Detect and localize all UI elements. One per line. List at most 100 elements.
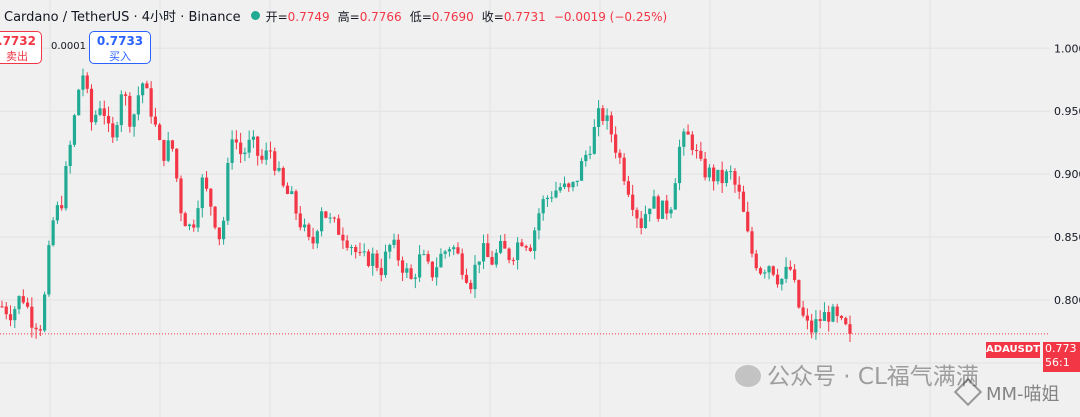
candle-body	[537, 213, 541, 231]
candle-body	[835, 306, 839, 316]
candle-body	[673, 183, 677, 210]
watermark: 公众号 · CL福气满满	[735, 357, 979, 391]
candle-body	[426, 254, 430, 262]
candle-body	[831, 306, 835, 322]
candle-body	[332, 217, 336, 219]
candle-body	[196, 208, 200, 228]
candle-body	[601, 108, 605, 121]
candle-body	[596, 108, 601, 127]
candle-body	[132, 114, 136, 127]
spread-value: 0.0001	[51, 41, 86, 52]
chart-header: Cardano / TetherUS · 4小时 · Binance 开= 0.77…	[4, 6, 667, 25]
candle-body	[516, 242, 520, 261]
candle-body	[443, 251, 447, 254]
wechat-icon	[735, 365, 761, 387]
candle-body	[166, 140, 170, 161]
candle-body	[737, 184, 741, 192]
candle-body	[550, 197, 554, 199]
candle-body	[430, 261, 434, 278]
candle-body	[298, 213, 302, 228]
candle-body	[345, 240, 349, 248]
candle-body	[784, 266, 788, 279]
candle-body	[724, 171, 729, 184]
sell-button[interactable]: .7732 卖出	[0, 31, 42, 64]
candle-body	[452, 247, 456, 250]
candle-body	[106, 115, 111, 124]
candle-body	[55, 205, 59, 221]
close-label: 收=	[481, 10, 504, 24]
candle-body	[464, 274, 469, 283]
candle-body	[750, 231, 754, 254]
candle-body	[614, 134, 618, 153]
candle-body	[400, 260, 405, 273]
candle-body	[494, 252, 498, 265]
candle-body	[264, 150, 268, 160]
candle-body	[618, 152, 622, 158]
candle-body	[579, 161, 584, 181]
candle-body	[418, 254, 422, 278]
candle-body	[239, 142, 243, 155]
candle-body	[290, 191, 294, 194]
candle-body	[51, 220, 55, 246]
candle-body	[503, 240, 507, 249]
symbol-title[interactable]: Cardano / TetherUS · 4小时 · Binance	[4, 10, 241, 25]
candle-body	[145, 83, 149, 89]
candle-body	[379, 267, 383, 276]
candle-body	[349, 247, 354, 249]
candle-body	[665, 200, 669, 214]
candle-body	[588, 153, 592, 155]
candle-body	[13, 309, 17, 321]
candle-body	[136, 95, 140, 115]
candle-body	[260, 155, 264, 160]
candle-body	[315, 231, 319, 244]
candle-body	[635, 209, 639, 219]
candle-body	[192, 224, 196, 228]
candle-body	[17, 296, 21, 310]
close-value: 0.7731	[503, 10, 546, 24]
open-label: 开=	[265, 10, 288, 24]
candle-body	[277, 167, 281, 171]
candle-body	[839, 315, 844, 319]
candle-body	[170, 140, 175, 149]
candle-body	[217, 227, 221, 240]
candle-body	[43, 294, 47, 331]
candle-body	[818, 319, 822, 321]
high-label: 高=	[337, 10, 360, 24]
candle-body	[354, 247, 358, 253]
candle-body	[422, 254, 426, 256]
candle-body	[805, 315, 809, 321]
candle-body	[758, 268, 763, 274]
candle-body	[656, 196, 660, 219]
candle-body	[545, 197, 550, 200]
candle-body	[396, 239, 400, 261]
candle-body	[844, 318, 848, 325]
candle-body	[85, 75, 89, 89]
candle-body	[405, 268, 409, 273]
candle-body	[243, 152, 247, 155]
candle-body	[311, 236, 315, 244]
candle-body	[490, 257, 494, 265]
last-price-value: 0.773	[1045, 342, 1077, 355]
candle-body	[47, 245, 51, 295]
sell-label: 卖出	[6, 50, 28, 63]
candle-body	[21, 296, 25, 303]
candle-body	[234, 139, 238, 143]
candle-body	[690, 134, 694, 151]
candle-body	[507, 248, 511, 261]
candle-body	[221, 220, 226, 240]
y-tick-label: 0.850	[1054, 231, 1080, 244]
candle-body	[358, 252, 362, 254]
candle-body	[707, 167, 711, 178]
candle-body	[498, 240, 503, 253]
candle-body	[383, 251, 388, 276]
candle-body	[4, 306, 8, 315]
candle-body	[528, 247, 533, 251]
candle-body	[123, 94, 128, 96]
candle-body	[729, 171, 733, 173]
buy-button[interactable]: 0.7733 买入	[89, 31, 151, 64]
candle-body	[285, 185, 290, 194]
candle-body	[567, 183, 571, 188]
candle-body	[98, 108, 102, 115]
candle-body	[371, 253, 375, 267]
